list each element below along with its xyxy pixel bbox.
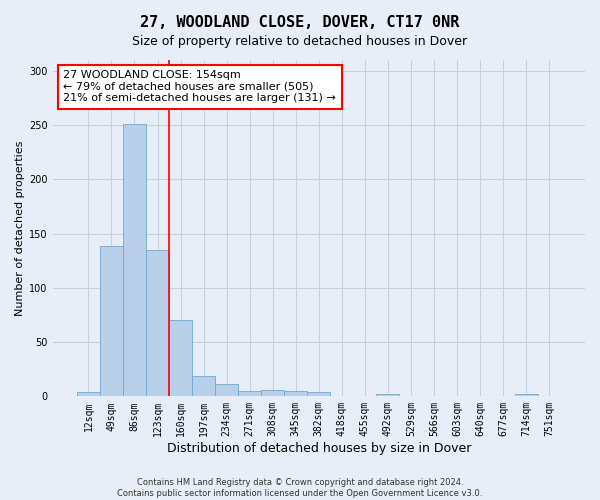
Bar [215,384,238,396]
Bar [192,376,215,396]
Bar [123,124,146,396]
Y-axis label: Number of detached properties: Number of detached properties [15,140,25,316]
Bar [515,394,538,396]
Text: 27 WOODLAND CLOSE: 154sqm
← 79% of detached houses are smaller (505)
21% of semi: 27 WOODLAND CLOSE: 154sqm ← 79% of detac… [63,70,336,103]
X-axis label: Distribution of detached houses by size in Dover: Distribution of detached houses by size … [167,442,471,455]
Bar [146,250,169,396]
Bar [238,391,261,396]
Text: Size of property relative to detached houses in Dover: Size of property relative to detached ho… [133,35,467,48]
Bar [100,246,123,396]
Text: 27, WOODLAND CLOSE, DOVER, CT17 0NR: 27, WOODLAND CLOSE, DOVER, CT17 0NR [140,15,460,30]
Bar [284,391,307,396]
Bar [261,390,284,396]
Bar [77,392,100,396]
Bar [376,394,400,396]
Text: Contains HM Land Registry data © Crown copyright and database right 2024.
Contai: Contains HM Land Registry data © Crown c… [118,478,482,498]
Bar [169,320,192,396]
Bar [307,392,331,396]
